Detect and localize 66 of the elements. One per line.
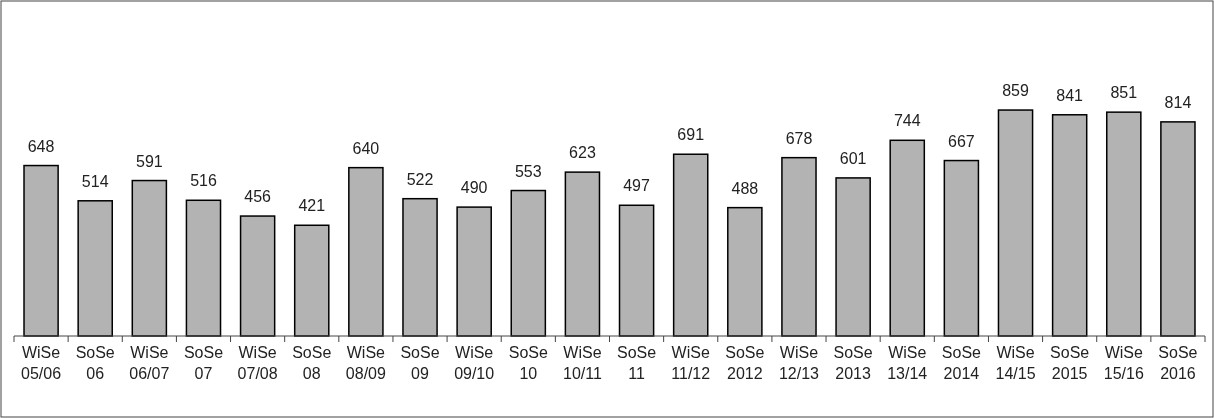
bar xyxy=(1105,111,1142,337)
data-label: 522 xyxy=(406,170,434,188)
data-label: 814 xyxy=(1164,93,1192,111)
bar xyxy=(997,109,1034,337)
bar xyxy=(77,200,114,337)
bar xyxy=(348,166,384,337)
x-tick-label: SoSe 2016 xyxy=(1158,344,1198,382)
data-label: 648 xyxy=(27,137,55,155)
data-label: 841 xyxy=(1056,86,1084,104)
data-label: 623 xyxy=(569,144,596,162)
data-label: 553 xyxy=(514,162,542,180)
x-tick-label: WiSe 09/10 xyxy=(454,344,495,382)
data-label: 640 xyxy=(352,139,380,157)
bar xyxy=(131,179,168,337)
bar xyxy=(456,206,492,337)
x-tick-label: WiSe 15/16 xyxy=(1103,344,1144,382)
bar xyxy=(835,177,871,337)
data-label: 490 xyxy=(460,179,488,197)
x-tick-label: WiSe 06/07 xyxy=(129,344,170,382)
x-tick-label: SoSe 06 xyxy=(75,344,115,382)
bar xyxy=(564,171,601,337)
bar xyxy=(672,153,709,337)
data-label: 591 xyxy=(135,152,163,170)
x-tick-label: WiSe 14/15 xyxy=(995,344,1036,382)
x-tick-label: WiSe 08/09 xyxy=(345,344,386,382)
data-label: 456 xyxy=(244,188,272,206)
data-label: 601 xyxy=(839,149,867,167)
bar xyxy=(781,156,817,337)
x-tick-label: SoSe 09 xyxy=(400,344,440,382)
data-label: 678 xyxy=(785,129,813,147)
x-tick-label: WiSe 10/11 xyxy=(563,344,602,382)
bar xyxy=(618,204,655,337)
x-tick-label: WiSe 13/14 xyxy=(887,344,928,382)
data-label: 514 xyxy=(81,172,109,190)
x-tick-label: WiSe 12/13 xyxy=(778,344,820,382)
data-label: 488 xyxy=(731,179,759,197)
data-label: 497 xyxy=(623,177,651,195)
data-label: 851 xyxy=(1110,84,1138,102)
data-label: 516 xyxy=(190,172,217,190)
x-tick-label: SoSe 07 xyxy=(183,344,224,382)
bar xyxy=(1160,121,1196,337)
x-tick-label: SoSe 08 xyxy=(292,344,332,382)
x-tick-label: SoSe 2015 xyxy=(1050,344,1090,382)
bar xyxy=(402,197,438,337)
bar xyxy=(889,139,926,337)
bar xyxy=(23,164,59,337)
x-tick-label: SoSe 10 xyxy=(508,344,548,382)
data-label: 691 xyxy=(677,126,705,144)
x-tick-label: WiSe 05/06 xyxy=(21,344,62,382)
x-tick-label: SoSe 2012 xyxy=(725,344,765,382)
x-tick-label: SoSe 11 xyxy=(617,344,657,382)
data-label: 859 xyxy=(1002,82,1029,100)
x-tick-label: WiSe 07/08 xyxy=(237,344,278,382)
bar xyxy=(239,215,276,337)
bar xyxy=(727,206,763,337)
x-tick-label: SoSe 2013 xyxy=(833,344,873,382)
x-tick-label: WiSe 11/12 xyxy=(671,344,711,382)
bar xyxy=(943,159,980,337)
data-label: 421 xyxy=(298,197,326,215)
bar xyxy=(185,199,222,337)
bar xyxy=(1051,114,1088,337)
data-label: 667 xyxy=(948,132,975,150)
bar xyxy=(510,189,547,337)
bar xyxy=(293,224,330,337)
x-tick-label: SoSe 2014 xyxy=(941,344,982,382)
data-label: 744 xyxy=(893,112,921,130)
